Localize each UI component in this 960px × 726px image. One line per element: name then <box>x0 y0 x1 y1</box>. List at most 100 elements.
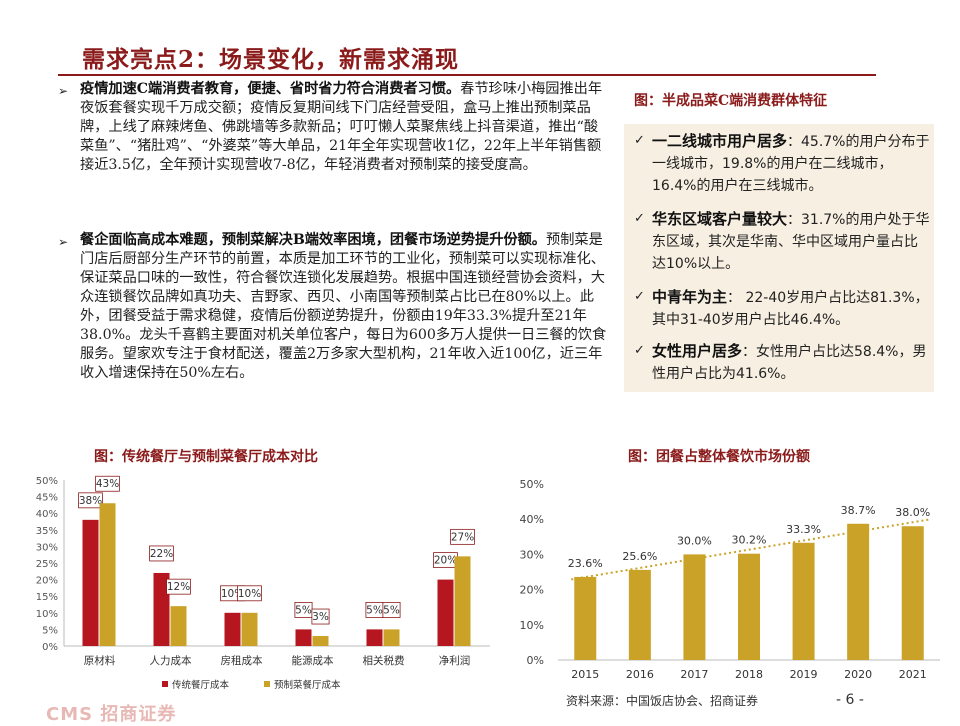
y-tick-label: 10% <box>520 619 544 632</box>
legend-label: 传统餐厅成本 <box>172 679 230 691</box>
data-label: 30.0% <box>677 534 712 547</box>
data-label: 5% <box>383 604 400 616</box>
bar <box>99 503 116 646</box>
legend-swatch <box>162 681 168 687</box>
y-tick-label: 40% <box>36 509 58 520</box>
profile-item-text: ： 22-40岁用户占比达81.3%，其中31-40岁用户占比46.4%。 <box>652 290 929 328</box>
cost-comparison-chart: 0% 5% 10% 15% 20% 25% 30% 35% 40% 45% 50% 38% 43% 原材料… <box>36 475 490 691</box>
data-label: 25.6% <box>622 550 657 563</box>
data-label-box <box>149 545 174 562</box>
y-tick-label: 30% <box>520 548 544 561</box>
data-label-box <box>78 492 103 509</box>
bullet-heading: 餐企面临高成本难题，预制菜解决B端效率困境，团餐市场逆势提升份额。 <box>80 232 546 248</box>
y-tick-label: 25% <box>36 559 58 570</box>
legend-label: 预制菜餐厅成本 <box>274 679 341 691</box>
profile-item: ✓ 华东区域客户量较大：31.7%的用户处于华东区域，其次是华南、华中区域用户量… <box>634 208 930 275</box>
x-tick-label: 2018 <box>735 668 763 681</box>
y-tick-label: 0% <box>42 642 58 653</box>
profile-item-text: ：女性用户占比达58.4%，男性用户占比为41.6%。 <box>652 344 927 382</box>
bar <box>738 553 760 660</box>
profile-item-heading: 华东区域客户量较大 <box>652 210 788 228</box>
consumer-profile-panel: ✓ 一二线城市用户居多：45.7%的用户分布于一线城市，19.8%的用户在二线城… <box>624 124 934 392</box>
check-icon: ✓ <box>634 211 645 226</box>
bar <box>366 629 383 646</box>
data-label: 22% <box>150 548 173 560</box>
data-label: 20% <box>434 555 457 567</box>
bar <box>454 556 471 646</box>
profile-item: ✓ 一二线城市用户居多：45.7%的用户分布于一线城市，19.8%的用户在二线城… <box>634 130 930 197</box>
bullet-paragraph-2: 餐企面临高成本难题，预制菜解决B端效率困境，团餐市场逆势提升份额。预制菜是门店后… <box>80 231 610 383</box>
bar <box>295 629 312 646</box>
data-label: 38.0% <box>895 506 930 519</box>
trendline <box>571 518 929 581</box>
y-tick-label: 30% <box>36 542 58 553</box>
legend-swatch <box>264 681 270 687</box>
data-label: 12% <box>167 581 190 593</box>
bar <box>241 612 258 646</box>
y-tick-label: 35% <box>36 526 58 537</box>
profile-item: ✓ 中青年为主： 22-40岁用户占比达81.3%，其中31-40岁用户占比46… <box>634 286 930 331</box>
profile-item: ✓ 女性用户居多：女性用户占比达58.4%，男性用户占比为41.6%。 <box>634 340 930 385</box>
x-tick-label: 能源成本 <box>292 654 334 667</box>
data-label: 23.6% <box>568 557 603 570</box>
profile-item-heading: 一二线城市用户居多 <box>652 132 788 150</box>
data-label: 5% <box>295 604 312 616</box>
data-label-box <box>450 528 475 545</box>
x-tick-label: 房租成本 <box>221 654 263 667</box>
bullet-body: 春节珍味小梅园推出年夜饭套餐实现千万成交额；疫情反复期间线下门店经营受阻，盒马上… <box>80 81 603 173</box>
bullet-arrow-icon: ➢ <box>58 84 69 98</box>
bullet-paragraph-1: 疫情加速C端消费者教育，便捷、省时省力符合消费者习惯。春节珍味小梅园推出年夜饭套… <box>80 80 610 175</box>
x-tick-label: 2016 <box>626 668 654 681</box>
data-label: 43% <box>96 478 119 490</box>
x-tick-label: 人力成本 <box>150 654 192 667</box>
x-tick-label: 原材料 <box>84 654 116 667</box>
bar <box>628 569 651 660</box>
bar <box>224 612 241 646</box>
source-note: 资料来源：中国饭店协会、招商证券 <box>566 694 759 708</box>
y-tick-label: 50% <box>520 478 544 491</box>
bullet-heading: 疫情加速C端消费者教育，便捷、省时省力符合消费者习惯。 <box>80 81 461 97</box>
company-logo: CMS 招商证券 <box>46 704 177 725</box>
bar <box>683 554 706 660</box>
data-label-box <box>311 608 330 625</box>
profile-item-heading: 女性用户居多 <box>652 342 743 360</box>
panel-title: 图：半成品菜C端消费群体特征 <box>634 93 828 109</box>
data-label-box <box>95 475 120 492</box>
x-tick-label: 2021 <box>899 668 927 681</box>
data-label-box <box>166 578 191 595</box>
bullet-arrow-icon: ➢ <box>58 235 69 249</box>
data-label: 30.2% <box>732 534 767 547</box>
data-label-box <box>382 601 401 618</box>
data-label: 5% <box>366 604 383 616</box>
y-tick-label: 45% <box>36 493 58 504</box>
x-tick-label: 净利润 <box>439 654 471 667</box>
bar <box>847 523 870 660</box>
profile-item-text: ：31.7%的用户处于华东区域，其次是华南、华中区域用户量占比达10%以上。 <box>652 212 930 272</box>
x-tick-label: 2015 <box>571 668 599 681</box>
bar <box>383 629 400 646</box>
y-tick-label: 50% <box>36 476 58 487</box>
y-tick-label: 40% <box>520 513 544 526</box>
bar <box>437 579 454 646</box>
y-tick-label: 20% <box>520 584 544 597</box>
bar <box>574 576 597 660</box>
data-label: 3% <box>312 611 329 623</box>
x-tick-label: 2019 <box>790 668 818 681</box>
check-icon: ✓ <box>634 133 645 148</box>
data-label: 38% <box>79 495 102 507</box>
x-tick-label: 相关税费 <box>363 654 405 667</box>
data-label-box <box>237 585 262 602</box>
bar <box>82 519 99 646</box>
profile-item-heading: 中青年为主 <box>652 288 728 306</box>
bar <box>170 606 187 646</box>
y-tick-label: 5% <box>42 625 58 636</box>
check-icon: ✓ <box>634 289 645 304</box>
bar <box>901 526 924 660</box>
data-label: 10% <box>238 588 261 600</box>
bar <box>312 636 329 646</box>
y-tick-label: 15% <box>36 592 58 603</box>
bar <box>792 542 815 660</box>
y-tick-label: 20% <box>36 576 58 587</box>
page-number: - 6 - <box>836 692 864 708</box>
data-label: 27% <box>451 531 474 543</box>
